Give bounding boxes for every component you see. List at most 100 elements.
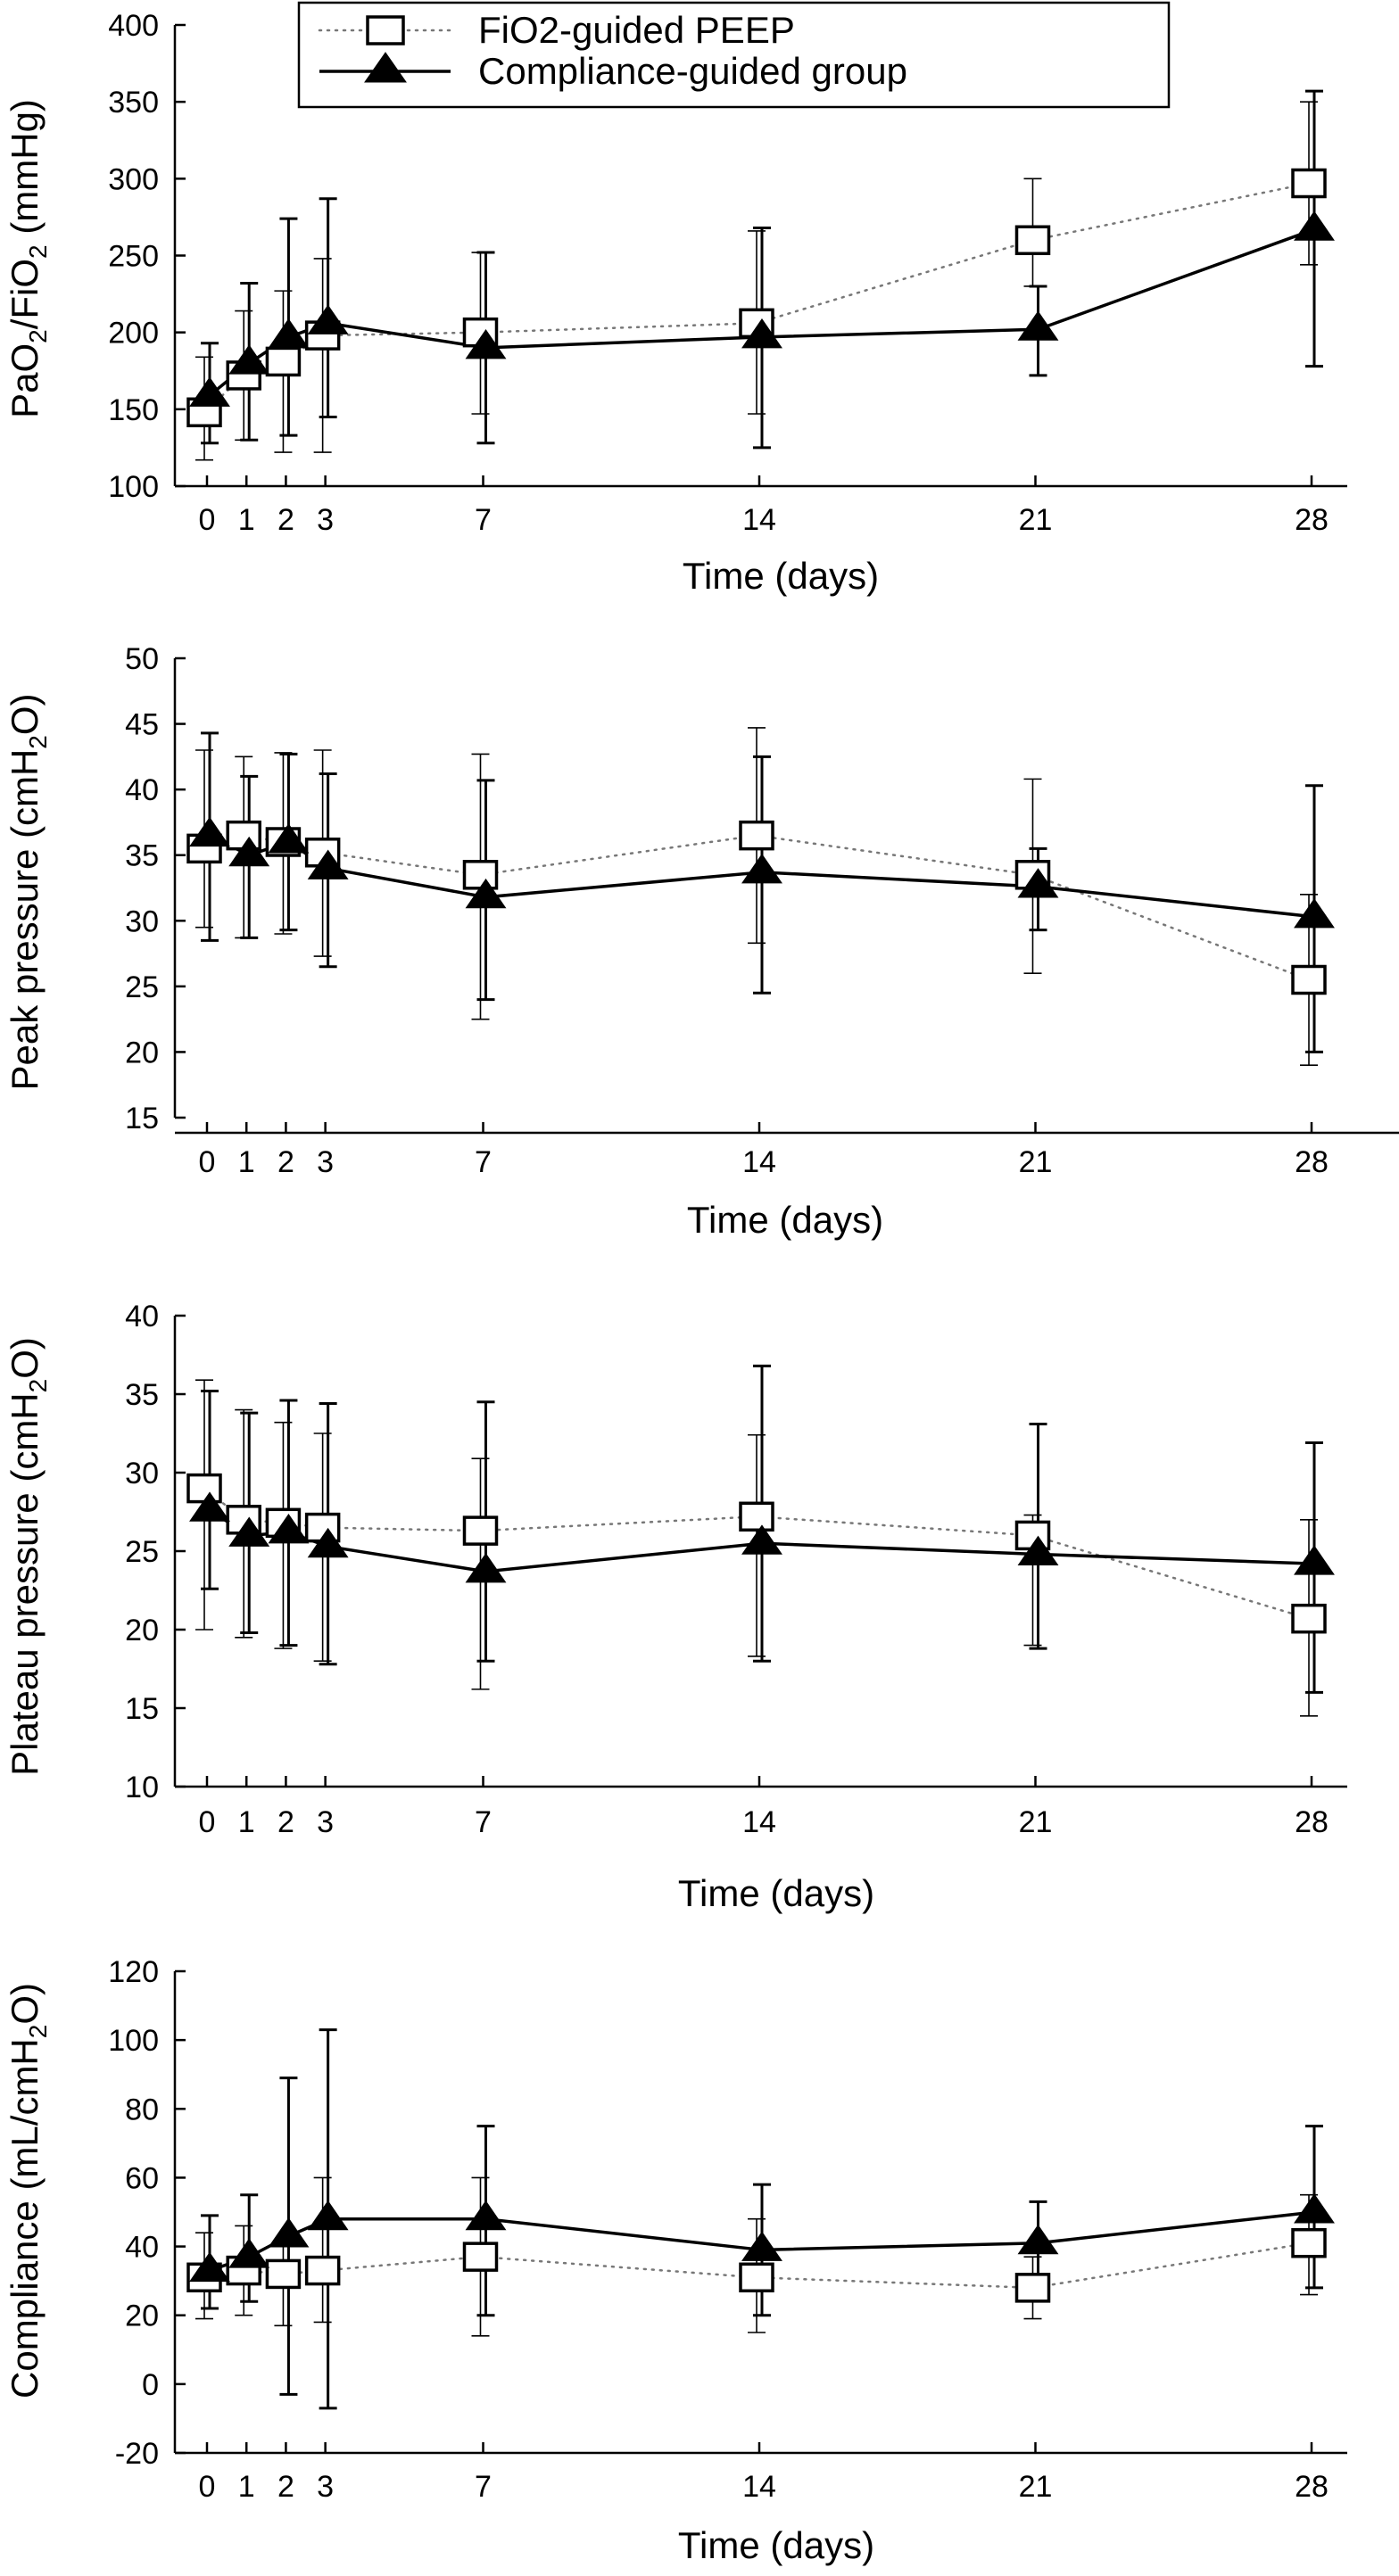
data-point-compliance (741, 1524, 782, 1555)
data-point-compliance (741, 2231, 782, 2261)
data-point-compliance (1294, 211, 1335, 241)
y-axis-title-peak-pressure: Peak pressure (cmH2O) (4, 693, 52, 1090)
chart-peak-pressure: Peak pressure (cmH2O) Time (days) 152025… (4, 642, 1399, 1241)
data-point-compliance (741, 853, 782, 884)
data-point-compliance (1294, 2193, 1335, 2224)
data-point-compliance (189, 816, 230, 847)
y-tick-label: 100 (108, 470, 159, 504)
legend-marker-fio2 (366, 15, 405, 45)
data-point-compliance (189, 376, 230, 407)
x-tick-label: 1 (238, 503, 255, 537)
y-tick-label: 400 (108, 9, 159, 43)
x-tick-label: 14 (742, 503, 776, 537)
y-tick-label: 20 (125, 2299, 159, 2333)
data-point-compliance (1017, 310, 1059, 341)
chart-pao2-fio2: PaO2/FiO2 (mmHg) Time (days) 100 150 200 25… (4, 9, 1347, 597)
y-tick-label: 60 (125, 2161, 159, 2195)
legend-label-fio2: FiO2-guided PEEP (478, 9, 795, 51)
y-tick-label: 25 (125, 970, 159, 1004)
x-tick-label: 14 (742, 1805, 776, 1839)
data-point-compliance (189, 2251, 230, 2283)
y-tick-label: 20 (125, 1036, 159, 1069)
data-point-compliance (307, 304, 349, 334)
x-tick-label: 2 (277, 503, 294, 537)
data-point-fio2 (304, 2255, 341, 2286)
x-tick-label: 21 (1019, 1805, 1053, 1839)
legend-label-compliance: Compliance-guided group (478, 50, 907, 92)
x-tick-label: 7 (475, 503, 492, 537)
data-point-fio2 (739, 1501, 774, 1532)
data-point-compliance (465, 2200, 507, 2231)
legend-marker-compliance (364, 52, 407, 83)
x-tick-label: 3 (317, 1805, 334, 1839)
y-tick-label: 350 (108, 86, 159, 120)
x-tick-label: 1 (238, 1145, 255, 1179)
x-tick-label: 0 (199, 503, 216, 537)
y-tick-label: 15 (125, 1692, 159, 1726)
data-point-fio2 (1291, 2227, 1327, 2258)
x-tick-label: 28 (1295, 503, 1329, 537)
data-point-fio2 (462, 860, 499, 890)
x-tick-label: 28 (1295, 1805, 1329, 1839)
x-tick-label: 3 (317, 2470, 334, 2504)
y-tick-label: 15 (125, 1102, 159, 1135)
x-tick-label: 21 (1019, 1145, 1053, 1179)
y-tick-label: 10 (125, 1771, 159, 1804)
data-point-compliance (268, 823, 310, 854)
x-tick-label: 7 (475, 2470, 492, 2504)
x-axis-title-pao2-fio2: Time (days) (683, 555, 879, 597)
y-tick-label: 40 (125, 2231, 159, 2265)
data-point-compliance (1017, 868, 1059, 898)
y-tick-label: 45 (125, 708, 159, 742)
data-point-compliance (228, 344, 270, 375)
data-point-fio2 (265, 346, 302, 377)
y-tick-label: 35 (125, 839, 159, 873)
y-tick-label: 100 (108, 2024, 159, 2058)
y-tick-label: 150 (108, 393, 159, 427)
data-point-compliance (268, 2217, 310, 2248)
data-point-compliance (1294, 1545, 1335, 1575)
data-point-fio2 (1291, 1603, 1327, 1634)
y-tick-label: 80 (125, 2093, 159, 2126)
y-tick-label: 30 (125, 1457, 159, 1490)
y-tick-label: 0 (142, 2368, 159, 2402)
x-axis-title-plateau-pressure: Time (days) (678, 1872, 874, 1914)
x-tick-label: 28 (1295, 2470, 1329, 2504)
x-tick-label: 14 (742, 1145, 776, 1179)
data-point-fio2 (186, 1473, 222, 1504)
y-tick-label: 200 (108, 317, 159, 351)
data-point-compliance (307, 1527, 349, 1558)
x-tick-label: 0 (199, 2470, 216, 2504)
y-tick-label: 300 (108, 162, 159, 196)
data-point-compliance (268, 1513, 310, 1544)
x-tick-label: 3 (317, 503, 334, 537)
data-point-compliance (189, 1491, 230, 1522)
y-tick-label: 40 (125, 1300, 159, 1333)
data-point-compliance (741, 318, 782, 349)
x-tick-label: 7 (475, 1805, 492, 1839)
data-point-compliance (1294, 897, 1335, 929)
x-tick-label: 0 (199, 1805, 216, 1839)
chart-compliance: Compliance (mL/cmH2O) Time (days) -20020… (4, 1955, 1347, 2566)
data-point-compliance (307, 2200, 349, 2231)
data-point-fio2 (1291, 964, 1327, 995)
x-axis-title-compliance: Time (days) (678, 2524, 874, 2566)
x-tick-label: 2 (277, 2470, 294, 2504)
y-tick-label: 25 (125, 1535, 159, 1569)
data-point-compliance (465, 1552, 507, 1583)
x-tick-label: 21 (1019, 503, 1053, 537)
x-tick-label: 21 (1019, 2470, 1053, 2504)
legend-box (297, 1, 1171, 109)
y-axis-title-plateau-pressure: Plateau pressure (cmH2O) (4, 1337, 52, 1776)
y-tick-label: 40 (125, 773, 159, 807)
x-tick-label: 1 (238, 1805, 255, 1839)
data-point-compliance (1017, 1535, 1059, 1566)
x-tick-label: 14 (742, 2470, 776, 2504)
data-point-fio2 (1291, 168, 1327, 199)
data-point-fio2 (739, 2262, 774, 2293)
data-point-compliance (465, 329, 507, 359)
x-tick-label: 2 (277, 1145, 294, 1179)
data-point-fio2 (739, 820, 774, 851)
